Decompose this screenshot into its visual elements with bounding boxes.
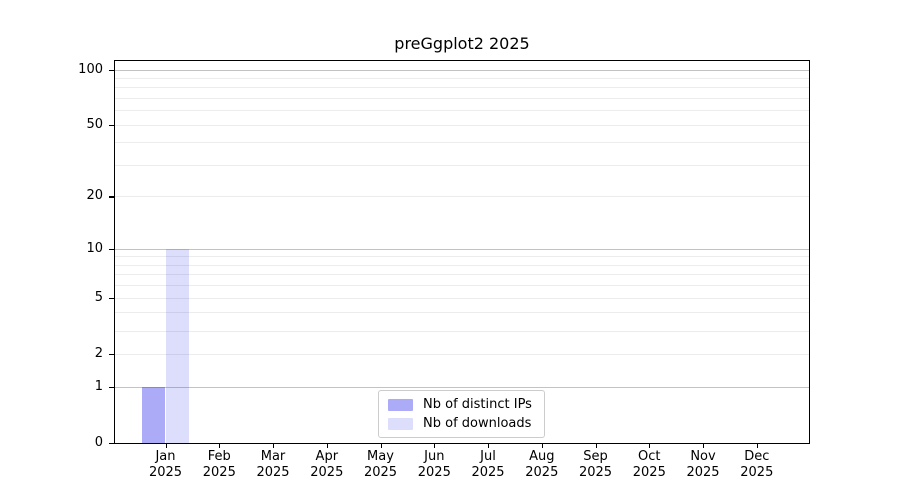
x-tick-label-month: Jul	[480, 449, 496, 464]
x-tick-label-year: 2025	[686, 464, 720, 480]
legend: Nb of distinct IPs Nb of downloads	[378, 390, 545, 438]
x-tick-label-month: Jun	[424, 449, 445, 464]
x-tick-label-month: Aug	[529, 449, 555, 464]
x-tick-oct	[649, 443, 651, 448]
x-tick-label-year: 2025	[740, 464, 774, 480]
y-tick-label-50: 50	[86, 116, 103, 132]
x-tick-label-year: 2025	[525, 464, 559, 480]
x-tick-feb	[219, 443, 221, 448]
legend-item-distinct-ips: Nb of distinct IPs	[388, 397, 532, 412]
x-tick-jun	[434, 443, 436, 448]
gridline-10	[115, 248, 809, 250]
x-tick-label-month: Mar	[260, 449, 286, 464]
x-tick-aug	[541, 443, 543, 448]
bar-nb-of-distinct-ips-jan-2025	[141, 386, 166, 443]
gridline-100	[115, 69, 809, 71]
x-tick-label-year: 2025	[256, 464, 290, 480]
y-tick-100	[109, 69, 114, 71]
x-tick-label-month: Nov	[690, 449, 716, 464]
gridline-40	[115, 142, 809, 144]
gridline-50	[115, 124, 809, 126]
gridline-5	[115, 297, 809, 299]
x-tick-label-aug-2025: Aug 2025	[514, 449, 570, 480]
x-tick-label-year: 2025	[310, 464, 344, 480]
plot-area	[114, 60, 810, 444]
gridline-70	[115, 98, 809, 99]
x-tick-label-nov-2025: Nov 2025	[675, 449, 731, 480]
x-tick-label-month: Apr	[315, 449, 339, 464]
gridline-1	[115, 386, 809, 388]
y-tick-label-20: 20	[86, 188, 103, 204]
x-tick-label-feb-2025: Feb 2025	[191, 449, 247, 480]
legend-swatch-downloads	[388, 417, 413, 430]
legend-swatch-distinct-ips	[388, 398, 413, 411]
x-tick-label-jun-2025: Jun 2025	[406, 449, 462, 480]
x-tick-label-year: 2025	[632, 464, 666, 480]
x-tick-label-oct-2025: Oct 2025	[621, 449, 677, 480]
x-tick-label-sep-2025: Sep 2025	[568, 449, 624, 480]
legend-label-downloads: Nb of downloads	[423, 416, 532, 431]
gridline-20	[115, 196, 809, 198]
x-tick-label-month: Oct	[638, 449, 661, 464]
x-tick-label-year: 2025	[471, 464, 505, 480]
y-tick-5	[109, 297, 114, 299]
x-tick-label-month: Jan	[155, 449, 176, 464]
x-tick-may	[380, 443, 382, 448]
legend-label-distinct-ips: Nb of distinct IPs	[423, 397, 532, 412]
x-tick-dec	[756, 443, 758, 448]
x-tick-apr	[326, 443, 328, 448]
y-tick-1	[109, 386, 114, 388]
y-tick-label-1: 1	[94, 378, 103, 394]
x-tick-label-year: 2025	[417, 464, 451, 480]
x-tick-label-year: 2025	[363, 464, 398, 480]
x-tick-label-month: Dec	[744, 449, 770, 464]
y-tick-2	[109, 353, 114, 355]
x-tick-sep	[595, 443, 597, 448]
y-tick-label-5: 5	[94, 289, 103, 305]
y-tick-0	[109, 442, 114, 444]
x-tick-mar	[273, 443, 275, 448]
gridline-80	[115, 87, 809, 89]
chart-title: preGgplot2 2025	[394, 34, 530, 53]
gridline-9	[115, 256, 809, 258]
x-tick-label-month: May	[367, 449, 394, 464]
gridline-90	[115, 77, 809, 79]
x-tick-label-month: Sep	[583, 449, 608, 464]
y-tick-label-0: 0	[94, 434, 103, 450]
x-tick-jan	[165, 443, 167, 448]
bar-nb-of-downloads-jan-2025	[165, 248, 190, 443]
gridline-4	[115, 312, 809, 314]
x-tick-label-year: 2025	[578, 464, 613, 480]
x-tick-label-mar-2025: Mar 2025	[245, 449, 301, 480]
gridline-6	[115, 285, 809, 287]
x-tick-nov	[703, 443, 705, 448]
y-tick-label-2: 2	[94, 345, 103, 361]
x-tick-label-jul-2025: Jul 2025	[460, 449, 516, 480]
x-tick-jul	[488, 443, 490, 448]
x-tick-label-month: Feb	[207, 449, 231, 464]
x-tick-label-may-2025: May 2025	[353, 449, 409, 480]
y-tick-20	[109, 196, 114, 198]
legend-item-downloads: Nb of downloads	[388, 416, 532, 431]
y-tick-50	[109, 124, 114, 126]
x-tick-label-apr-2025: Apr 2025	[299, 449, 355, 480]
x-tick-label-year: 2025	[148, 464, 183, 480]
gridline-60	[115, 110, 809, 112]
x-tick-label-jan-2025: Jan 2025	[138, 449, 194, 480]
x-tick-label-year: 2025	[202, 464, 236, 480]
y-tick-label-10: 10	[86, 240, 103, 256]
x-tick-label-dec-2025: Dec 2025	[729, 449, 785, 480]
gridline-7	[115, 274, 809, 276]
y-tick-label-100: 100	[78, 61, 103, 77]
gridline-3	[115, 330, 809, 332]
gridline-8	[115, 264, 809, 266]
gridline-2	[115, 353, 809, 355]
gridline-30	[115, 165, 809, 166]
y-tick-10	[109, 248, 114, 250]
